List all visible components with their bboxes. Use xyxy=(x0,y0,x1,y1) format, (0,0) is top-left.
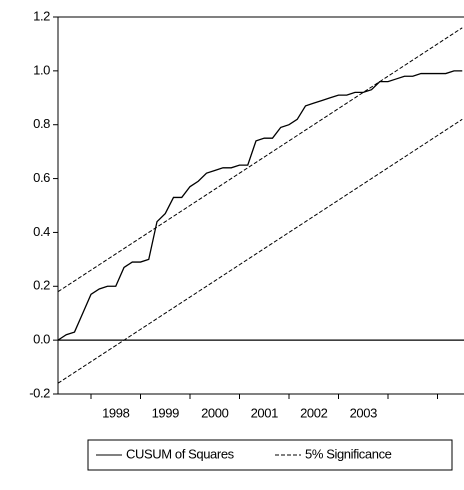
y-tick-label: 0.8 xyxy=(33,116,50,131)
y-tick-label: 0.0 xyxy=(33,332,50,347)
x-tick-label: 1999 xyxy=(152,405,179,420)
y-tick-label: 0.2 xyxy=(33,278,50,293)
x-tick-label: 2002 xyxy=(300,405,327,420)
x-tick-label: 2001 xyxy=(251,405,278,420)
x-tick-label: 1998 xyxy=(102,405,129,420)
y-tick-label: 0.6 xyxy=(33,170,50,185)
y-tick-label: 0.4 xyxy=(33,224,50,239)
y-tick-label: 1.2 xyxy=(33,8,50,23)
y-tick-label: -0.2 xyxy=(29,385,50,400)
x-tick-label: 2000 xyxy=(201,405,228,420)
x-tick-label: 2003 xyxy=(350,405,377,420)
y-tick-label: 1.0 xyxy=(33,62,50,77)
line xyxy=(57,27,463,293)
legend-label: 5% Significance xyxy=(305,446,392,461)
line xyxy=(57,70,463,341)
line xyxy=(57,118,463,384)
legend-box xyxy=(87,439,453,471)
legend-label: CUSUM of Squares xyxy=(126,446,235,461)
